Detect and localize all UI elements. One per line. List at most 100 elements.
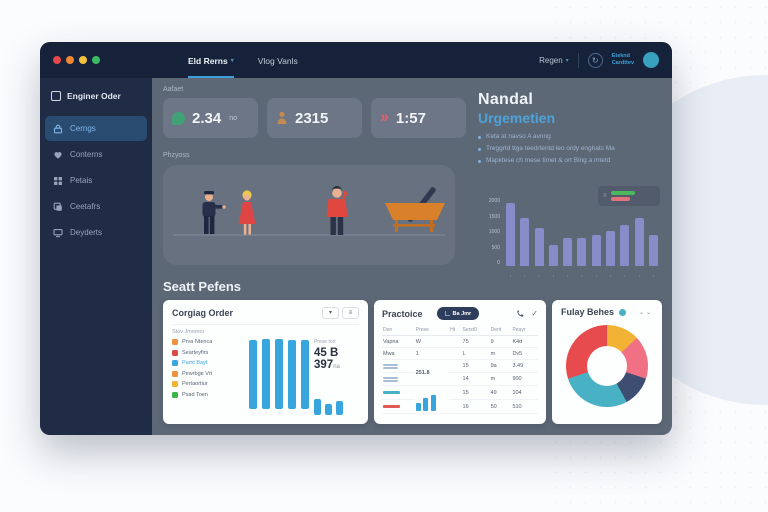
avatar[interactable] (643, 52, 659, 68)
bar (249, 340, 257, 409)
refresh-icon[interactable]: ↻ (587, 52, 603, 68)
legend-item[interactable]: Psad Toen (172, 391, 248, 398)
stat-card[interactable]: 2.34 no (163, 98, 258, 138)
sidebar: Enginer Oder Cerngs Conterns Petais Ceet… (40, 78, 152, 435)
stat-card[interactable]: » 1:57 (371, 98, 466, 138)
account-link[interactable]: Eteknd Cardttev (612, 53, 634, 67)
filter-button[interactable]: Ba Jmr (436, 307, 480, 320)
account-line1: Eteknd (611, 53, 631, 60)
x-tick: ı (652, 273, 655, 278)
bar (336, 400, 343, 415)
stat-card[interactable]: 2315 (267, 98, 362, 138)
chevron-down-icon[interactable]: ⌄⌄ (638, 309, 653, 316)
legend-swatch (172, 360, 178, 366)
legend-label: Psad Toen (182, 391, 208, 398)
table-row[interactable]: 14 m 900 (382, 372, 538, 386)
column-header[interactable]: Peayr (511, 325, 538, 336)
activity-bar-chart: ≡ 2000 1500 1000 500 0 ı ı ı ı ı ı ı ı ı ı ı (480, 186, 664, 280)
x-tick: ı (538, 273, 540, 278)
y-tick-label: 1500 (488, 213, 500, 220)
nav-item-secondary[interactable]: Vlog Vanls (258, 42, 298, 78)
bullet-text: Keta at navso A avnng (486, 133, 551, 140)
bar (591, 234, 601, 266)
column-header[interactable]: Den (382, 325, 415, 336)
bar (288, 339, 296, 409)
x-tick: ı (291, 410, 293, 415)
column-header[interactable]: Dent (489, 325, 512, 336)
menu-button[interactable]: ≡ (342, 307, 359, 319)
activity-bars (506, 200, 658, 266)
main-content: Aafaet 2.34 no 2315 » 1:57 Phzyoss (152, 78, 672, 435)
x-tick: ı (624, 273, 626, 278)
report-cards: Corgiag Order ▾ ≡ Stov Jmomni Prva Ntenc… (163, 300, 662, 424)
close-window-button[interactable] (53, 56, 61, 64)
column-header[interactable]: Serst0 (461, 325, 490, 336)
table-big-value: 251.8 (414, 359, 450, 386)
sidebar-item-0[interactable]: Cerngs (45, 116, 147, 141)
x-tick: ı (524, 273, 526, 278)
card-title: Practoice (382, 308, 423, 319)
nav-item-primary[interactable]: Eld Rerns ▾ (188, 42, 234, 78)
bar (275, 339, 283, 409)
topbar-dropdown[interactable]: Regen ▾ (539, 56, 569, 65)
table-row[interactable]: Vapna W 75 9 K4d (382, 335, 538, 348)
bar (325, 404, 332, 415)
legend-item[interactable]: Searteyfirs (172, 349, 248, 356)
legend-item[interactable]: Pewrbge Vrt (172, 370, 248, 377)
x-tick: ı (567, 273, 569, 278)
bar (423, 397, 429, 411)
brand-label: Enginer Oder (67, 91, 121, 101)
legend-label: Searteyfirs (182, 349, 209, 356)
bar (262, 339, 270, 409)
minimize-window-button[interactable] (66, 56, 74, 64)
y-tick-label: 1000 (488, 229, 500, 235)
phone-icon[interactable] (516, 309, 524, 318)
orders-legend: Prva Ntenca Searteyfirs Pamt Bayt Pewrbge V… (172, 339, 248, 415)
restore-window-button[interactable] (79, 56, 87, 64)
window-controls[interactable] (40, 56, 152, 64)
chart-legend[interactable]: ≡ (598, 186, 660, 206)
divider (577, 52, 579, 68)
bar (520, 218, 530, 266)
bar (577, 237, 587, 266)
sidebar-item-3[interactable]: Ceetafrs (45, 194, 147, 219)
legend-item[interactable]: Pertaortiur (172, 381, 248, 387)
column-header[interactable]: Prese (414, 325, 450, 336)
sidebar-item-label: Petais (70, 176, 93, 185)
progress-section-label: Phzyoss (163, 152, 190, 159)
dropdown-button[interactable]: ▾ (322, 307, 339, 319)
bullet-text: Mapktese ch mese timet & ort Blng a mtet… (486, 156, 611, 164)
stat-number: 397 (314, 359, 334, 371)
sidebar-item-label: Ceetafrs (70, 202, 101, 211)
column-header[interactable]: Ht (449, 325, 462, 336)
bar (430, 394, 436, 411)
legend-item[interactable]: Prva Ntenca (172, 339, 248, 345)
table-row[interactable]: 16 50 510 (382, 399, 538, 414)
legend-item[interactable]: Pamt Bayt (172, 360, 248, 366)
sidebar-item-2[interactable]: Petais (45, 168, 147, 193)
table-row[interactable]: 15 49 104 (382, 385, 538, 414)
brand[interactable]: Enginer Oder (40, 91, 152, 101)
legend-label: Pertaortiur (182, 381, 208, 387)
table-row[interactable]: 251.8 15 9a 3.49 (382, 359, 538, 386)
people-illustration (173, 186, 445, 236)
sidebar-item-1[interactable]: Conterns (45, 142, 147, 167)
legend-icon: ≡ (603, 193, 607, 199)
bar (534, 228, 544, 266)
x-tick: ı (610, 273, 612, 278)
bar (620, 224, 630, 266)
bar (314, 398, 321, 415)
legend-swatch (172, 370, 178, 377)
check-icon[interactable]: ✓ (531, 309, 538, 318)
sidebar-item-4[interactable]: Deyderts (45, 220, 147, 245)
sparkline (383, 376, 398, 379)
info-bullet: Mapktese ch mese timet & ort Blng a mtet… (478, 157, 664, 166)
donut-chart[interactable] (566, 325, 648, 407)
bullet-icon (478, 159, 481, 163)
bullet-text: Treggrtd ttga teedrtentd leo ordy enghat… (486, 144, 615, 152)
grid-icon (54, 176, 62, 185)
zoom-window-button[interactable] (92, 56, 100, 64)
